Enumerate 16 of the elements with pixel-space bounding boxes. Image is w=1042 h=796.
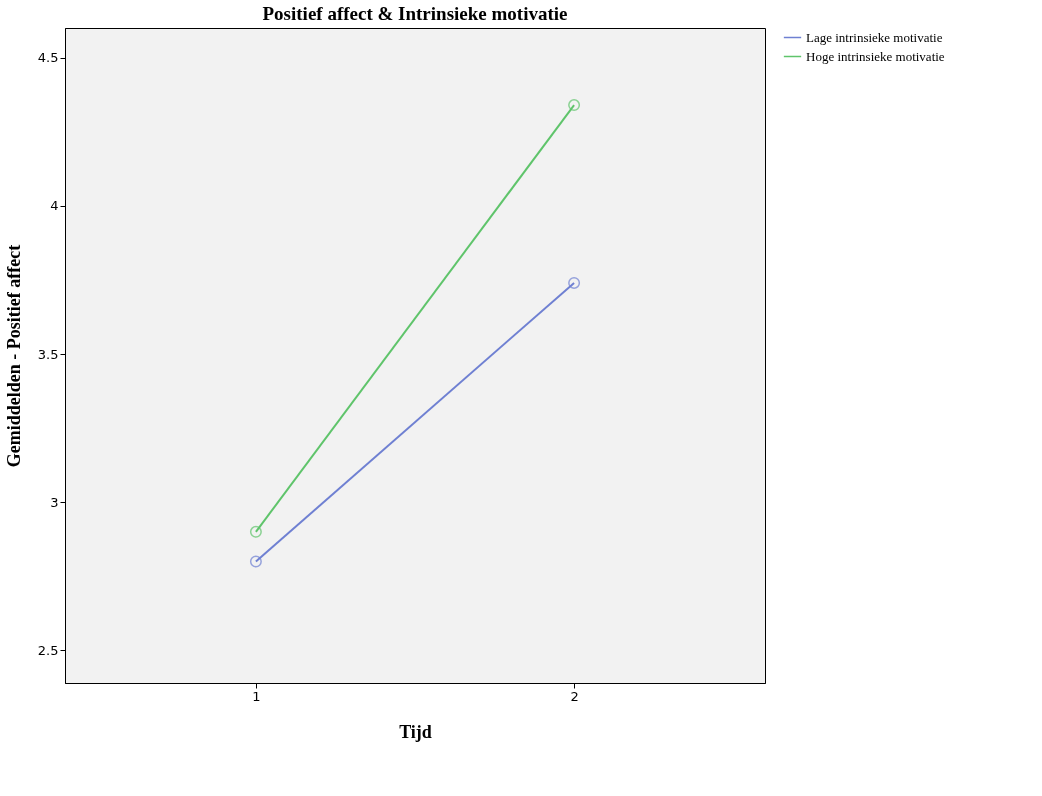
legend-label: Lage intrinsieke motivatie (806, 29, 943, 45)
x-tick-label: 1 (252, 688, 261, 704)
point (568, 99, 581, 112)
y-tick-label: 3 (50, 494, 59, 510)
point (249, 555, 262, 568)
x-tick-label: 2 (570, 688, 579, 704)
legend-label: Hoge intrinsieke motivatie (806, 48, 945, 64)
chart-title: Positief affect & Intrinsieke motivatie (262, 3, 568, 24)
y-tick-label: 2.5 (37, 642, 59, 658)
y-axis-title: Gemiddelden - Positief affect (3, 244, 24, 468)
y-tick-label: 3.5 (37, 346, 59, 362)
point (249, 525, 262, 538)
y-tick-label: 4.5 (37, 50, 59, 66)
y-tick-label: 4 (50, 198, 59, 214)
point (568, 276, 581, 289)
x-axis-title: Tijd (399, 721, 432, 742)
